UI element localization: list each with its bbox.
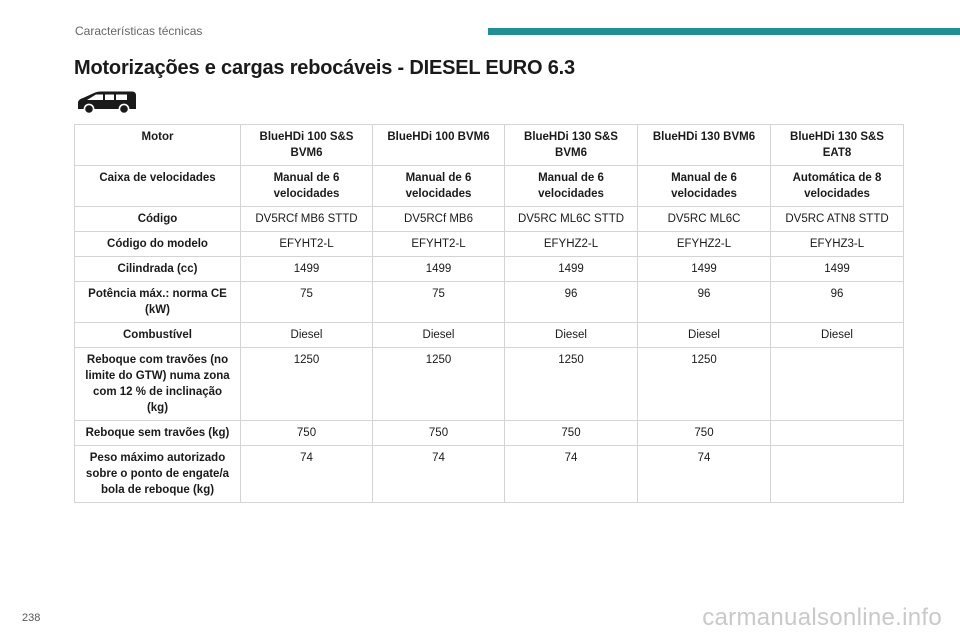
- table-cell: Manual de 6 velocidades: [637, 165, 771, 207]
- row-label: Reboque com travões (no limite do GTW) n…: [74, 347, 241, 421]
- table-cell: DV5RC ML6C: [637, 206, 771, 232]
- column-header: BlueHDi 100 S&S BVM6: [240, 124, 373, 166]
- table-cell: Manual de 6 velocidades: [372, 165, 505, 207]
- table-row: Potência máx.: norma CE (kW) 75 75 96 96…: [74, 281, 904, 323]
- table-row: Reboque com travões (no limite do GTW) n…: [74, 347, 904, 421]
- table-cell: Diesel: [240, 322, 373, 348]
- page-number: 238: [22, 612, 41, 624]
- table-cell: 74: [240, 445, 373, 503]
- table-cell: 750: [637, 420, 771, 446]
- table-cell: 96: [504, 281, 638, 323]
- page-title: Motorizações e cargas rebocáveis - DIESE…: [74, 57, 575, 79]
- column-header: Motor: [74, 124, 241, 166]
- table-cell: 750: [372, 420, 505, 446]
- table-cell: 1499: [504, 256, 638, 282]
- table-header-row: Motor BlueHDi 100 S&S BVM6 BlueHDi 100 B…: [74, 124, 904, 166]
- table-row: Código do modelo EFYHT2-L EFYHT2-L EFYHZ…: [74, 231, 904, 257]
- section-label: Características técnicas: [75, 24, 203, 38]
- table-cell: EFYHZ2-L: [504, 231, 638, 257]
- table-cell: 74: [504, 445, 638, 503]
- table-cell: 750: [240, 420, 373, 446]
- column-header: BlueHDi 100 BVM6: [372, 124, 505, 166]
- table-cell: [770, 347, 904, 421]
- table-cell: 750: [504, 420, 638, 446]
- table-cell: [770, 420, 904, 446]
- table-row: Reboque sem travões (kg) 750 750 750 750: [74, 420, 904, 446]
- table-cell: 75: [240, 281, 373, 323]
- table-cell: 96: [637, 281, 771, 323]
- row-label: Código: [74, 206, 241, 232]
- table-cell: EFYHZ2-L: [637, 231, 771, 257]
- specs-table: Motor BlueHDi 100 S&S BVM6 BlueHDi 100 B…: [74, 124, 904, 503]
- table-cell: EFYHT2-L: [372, 231, 505, 257]
- table-cell: 1250: [504, 347, 638, 421]
- table-cell: DV5RC ATN8 STTD: [770, 206, 904, 232]
- table-cell: 75: [372, 281, 505, 323]
- table-row: Cilindrada (cc) 1499 1499 1499 1499 1499: [74, 256, 904, 282]
- table-cell: DV5RCf MB6 STTD: [240, 206, 373, 232]
- table-cell: EFYHT2-L: [240, 231, 373, 257]
- table-cell: [770, 445, 904, 503]
- table-cell: 1499: [240, 256, 373, 282]
- row-label: Código do modelo: [74, 231, 241, 257]
- table-row: Combustível Diesel Diesel Diesel Diesel …: [74, 322, 904, 348]
- row-label: Cilindrada (cc): [74, 256, 241, 282]
- table-cell: Automática de 8 velocidades: [770, 165, 904, 207]
- table-cell: 96: [770, 281, 904, 323]
- table-cell: 1499: [372, 256, 505, 282]
- row-label: Potência máx.: norma CE (kW): [74, 281, 241, 323]
- row-label: Reboque sem travões (kg): [74, 420, 241, 446]
- van-icon: [78, 91, 136, 115]
- watermark: carmanualsonline.info: [702, 604, 942, 631]
- table-cell: 74: [637, 445, 771, 503]
- row-label: Caixa de velocidades: [74, 165, 241, 207]
- header-accent-bar: [488, 28, 960, 35]
- table-cell: 1499: [637, 256, 771, 282]
- table-cell: 1250: [372, 347, 505, 421]
- column-header: BlueHDi 130 BVM6: [637, 124, 771, 166]
- table-cell: 74: [372, 445, 505, 503]
- row-label: Peso máximo autorizado sobre o ponto de …: [74, 445, 241, 503]
- column-header: BlueHDi 130 S&S EAT8: [770, 124, 904, 166]
- table-cell: 1250: [240, 347, 373, 421]
- table-cell: Manual de 6 velocidades: [240, 165, 373, 207]
- table-cell: Diesel: [504, 322, 638, 348]
- table-cell: Diesel: [637, 322, 771, 348]
- row-label: Combustível: [74, 322, 241, 348]
- table-cell: DV5RCf MB6: [372, 206, 505, 232]
- table-cell: Manual de 6 velocidades: [504, 165, 638, 207]
- table-cell: Diesel: [372, 322, 505, 348]
- table-cell: Diesel: [770, 322, 904, 348]
- column-header: BlueHDi 130 S&S BVM6: [504, 124, 638, 166]
- table-row: Caixa de velocidades Manual de 6 velocid…: [74, 165, 904, 207]
- table-cell: 1499: [770, 256, 904, 282]
- table-cell: 1250: [637, 347, 771, 421]
- table-row: Código DV5RCf MB6 STTD DV5RCf MB6 DV5RC …: [74, 206, 904, 232]
- table-row: Peso máximo autorizado sobre o ponto de …: [74, 445, 904, 503]
- table-cell: EFYHZ3-L: [770, 231, 904, 257]
- table-cell: DV5RC ML6C STTD: [504, 206, 638, 232]
